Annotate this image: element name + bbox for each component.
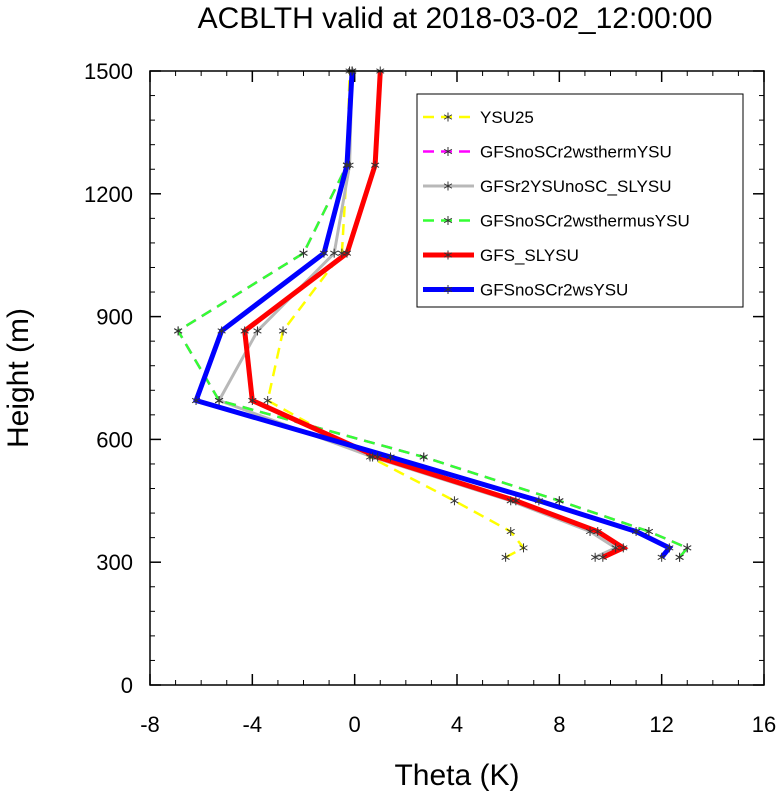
y-axis-title: Height (m)	[2, 308, 35, 448]
data-point	[342, 160, 352, 170]
data-point	[370, 160, 380, 170]
data-point	[585, 527, 595, 536]
data-point	[593, 527, 602, 536]
legend-label-0: YSU25	[480, 108, 534, 127]
legend-marker	[443, 181, 453, 191]
data-point	[665, 543, 674, 553]
data-point	[631, 527, 641, 536]
legend-marker	[443, 147, 453, 156]
data-point	[598, 552, 607, 562]
data-point	[214, 396, 224, 406]
series-markers-4	[240, 66, 628, 562]
y-tick-label: 1200	[84, 182, 133, 207]
data-point	[683, 543, 692, 553]
data-point	[511, 496, 520, 506]
series-line-4	[242, 70, 629, 560]
legend-marker	[443, 250, 453, 260]
legend-label-1: GFSnoSCr2wsthermYSU	[480, 143, 672, 162]
legend-label-3: GFSnoSCr2wsthermusYSU	[480, 212, 690, 231]
data-point	[555, 496, 564, 506]
series-line-5	[192, 70, 674, 559]
data-point	[263, 396, 272, 406]
plot-frame	[149, 70, 765, 686]
tick-labels: -8 -4 0 4 8 12 16 0 300 600 900 1200 1500	[84, 59, 776, 737]
y-tick-label: 900	[96, 305, 133, 330]
data-point	[419, 452, 428, 462]
x-tick-label: -8	[140, 712, 160, 737]
data-point	[373, 452, 382, 462]
series-line-3	[176, 70, 690, 559]
data-point	[506, 527, 515, 536]
chart-title: ACBLTH valid at 2018-03-02_12:00:00	[198, 2, 713, 35]
data-point	[619, 543, 628, 553]
y-tick-label: 1500	[84, 59, 133, 84]
data-point	[591, 552, 600, 562]
y-tick-label: 300	[96, 550, 133, 575]
data-point	[644, 527, 654, 536]
x-tick-label: 4	[451, 712, 463, 737]
series-markers-5	[191, 66, 674, 562]
data-point	[450, 496, 459, 506]
x-axis-title: Theta (K)	[394, 759, 519, 792]
x-tick-label: 0	[349, 712, 361, 737]
data-point	[501, 552, 510, 562]
legend: YSU25 GFSnoSCr2wsthermYSU GFSr2YSUnoSC_SLY…	[416, 93, 744, 308]
data-point	[191, 396, 201, 406]
data-point	[278, 326, 288, 336]
data-point	[253, 326, 262, 336]
data-point	[342, 248, 352, 258]
data-point	[386, 452, 395, 462]
x-tick-label: 16	[752, 712, 776, 737]
legend-marker	[443, 285, 453, 294]
data-point	[299, 248, 308, 258]
data-point	[240, 326, 249, 336]
data-point	[330, 248, 339, 258]
data-point	[534, 496, 544, 506]
data-point	[217, 326, 226, 336]
data-point	[675, 552, 684, 562]
legend-marker	[443, 216, 453, 225]
legend-label-5: GFSnoSCr2wsYSU	[480, 281, 628, 300]
legend-label-4: GFS_SLYSU	[480, 246, 579, 265]
x-tick-label: 8	[553, 712, 565, 737]
y-tick-label: 600	[96, 427, 133, 452]
series-layer	[173, 66, 692, 562]
data-point	[319, 248, 329, 258]
data-point	[248, 396, 257, 406]
legend-marker	[443, 112, 453, 122]
x-tick-label: 12	[649, 712, 673, 737]
data-point	[611, 543, 620, 553]
legend-box	[416, 93, 744, 308]
data-point	[519, 543, 528, 553]
y-tick-label: 0	[121, 673, 133, 698]
x-tick-label: -4	[243, 712, 263, 737]
data-point	[657, 552, 666, 562]
data-point	[173, 326, 183, 336]
legend-label-2: GFSr2YSUnoSC_SLYSU	[480, 177, 671, 196]
